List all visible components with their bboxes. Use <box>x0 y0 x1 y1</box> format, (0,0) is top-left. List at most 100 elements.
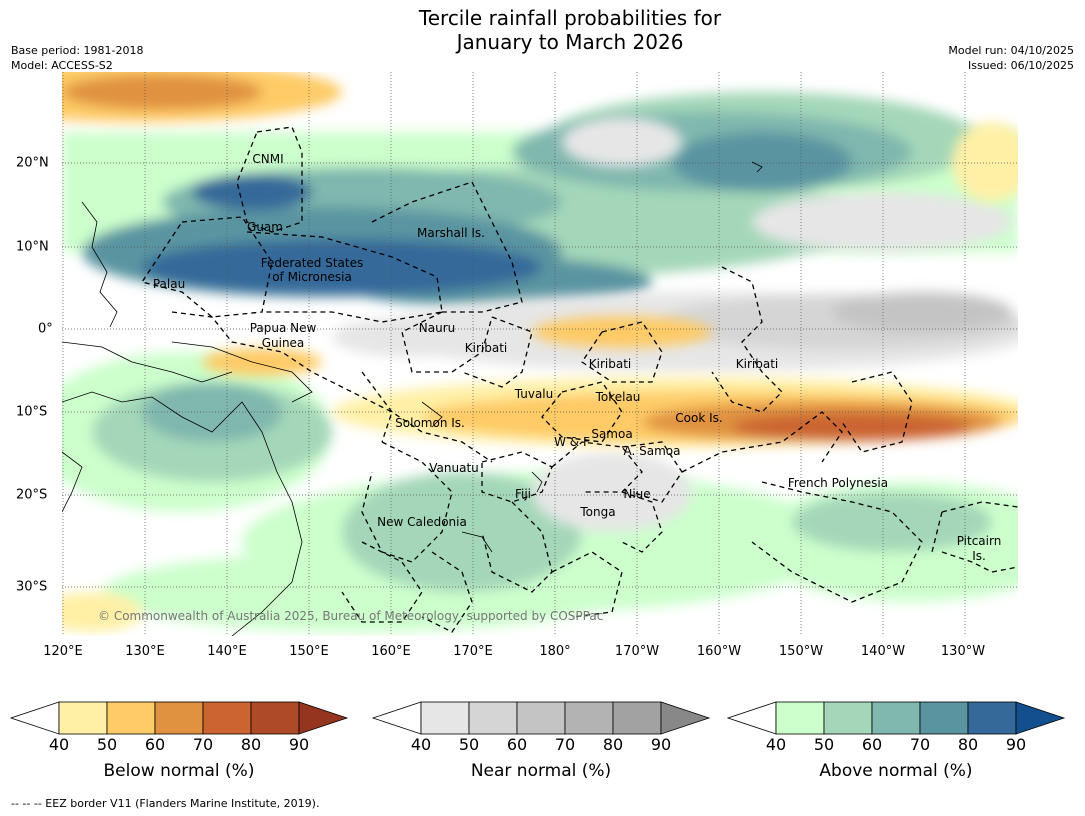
lon-label-130e: 130°E <box>125 644 165 659</box>
colorbar-swatch <box>919 701 969 735</box>
base-period: Base period: 1981-2018 <box>11 44 144 57</box>
place-label-solomon: Solomon Is. <box>395 416 465 430</box>
lon-label-150e: 150°E <box>289 644 329 659</box>
colorbar-swatch <box>967 701 1017 735</box>
title-line-1: Tercile rainfall probabilities for <box>418 6 722 30</box>
cb-above-tick: 90 <box>1005 735 1027 754</box>
colorbar-swatch <box>823 701 873 735</box>
coastlines <box>62 161 763 636</box>
cb-near-tick: 40 <box>410 735 432 754</box>
place-label-cnmi: CNMI <box>252 152 284 166</box>
place-label-png-1: Papua New <box>249 321 317 335</box>
lon-label-170e: 170°E <box>453 644 493 659</box>
eez-footnote: -- -- -- EEZ border V11 (Flanders Marine… <box>11 797 320 810</box>
cb-above-tick: 60 <box>861 735 883 754</box>
lat-label-20s: 20°S <box>16 487 48 503</box>
place-label-pitcairn-1: Pitcairn <box>956 534 1002 548</box>
lon-label-150w: 150°W <box>778 644 824 659</box>
place-label-american-samoa: A. Samoa <box>623 444 681 458</box>
place-label-vanuatu: Vanuatu <box>429 461 479 475</box>
place-label-wallis-futuna: W & F <box>554 435 590 449</box>
title-line-2: January to March 2026 <box>456 30 684 54</box>
place-label-png-2: Guinea <box>261 336 305 350</box>
colorbar-swatch <box>516 701 566 735</box>
cb-near-tick: 60 <box>506 735 528 754</box>
issued-date: Issued: 06/10/2025 <box>967 59 1074 72</box>
place-label-kiribati-east: Kiribati <box>735 357 779 371</box>
cb-near-tick: 80 <box>602 735 624 754</box>
lon-label-180: 180° <box>539 644 571 659</box>
place-label-kiribati-west: Kiribati <box>464 341 508 355</box>
cb-below-tick: 80 <box>240 735 262 754</box>
lat-label-0: 0° <box>38 321 53 337</box>
place-label-fiji: Fiji <box>514 487 532 501</box>
probability-map <box>62 72 1018 636</box>
place-label-guam: Guam <box>247 220 283 234</box>
place-label-kiribati-central: Kiribati <box>588 357 632 371</box>
lon-label-160e: 160°E <box>371 644 411 659</box>
colorbar-swatch <box>564 701 614 735</box>
colorbar-extend-low <box>727 701 777 735</box>
colorbar-swatch <box>106 701 156 735</box>
map-title: Tercile rainfall probabilities for Janua… <box>0 6 1085 54</box>
map-canvas <box>62 72 1018 636</box>
lon-label-140w: 140°W <box>860 644 906 659</box>
below-normal-fields <box>62 72 1018 632</box>
cb-below-tick: 60 <box>144 735 166 754</box>
colorbar-extend-low <box>10 701 60 735</box>
lat-label-20n: 20°N <box>16 155 49 171</box>
colorbar-above-normal <box>727 701 1067 735</box>
place-label-marshall: Marshall Is. <box>417 226 485 240</box>
colorbar-swatch <box>612 701 662 735</box>
colorbar-near-title: Near normal (%) <box>470 761 612 781</box>
place-label-fsm-1: Federated States <box>260 256 364 270</box>
place-label-new-caledonia: New Caledonia <box>377 515 467 529</box>
colorbar-extend-high <box>1015 701 1066 735</box>
cb-above-tick: 50 <box>813 735 835 754</box>
cb-near-tick: 90 <box>650 735 672 754</box>
cb-above-tick: 70 <box>909 735 931 754</box>
lat-label-30s: 30°S <box>16 579 48 595</box>
meta-left: Base period: 1981-2018 Model: ACCESS-S2 <box>11 43 143 73</box>
place-label-fsm-2: of Micronesia <box>272 270 352 284</box>
lon-label-120e: 120°E <box>43 644 83 659</box>
colorbar-swatch <box>775 701 825 735</box>
colorbar-below-title: Below normal (%) <box>103 761 255 781</box>
cb-above-tick: 80 <box>957 735 979 754</box>
copyright-notice: © Commonwealth of Australia 2025, Bureau… <box>98 609 604 623</box>
cb-above-tick: 40 <box>765 735 787 754</box>
place-label-pitcairn-2: Is. <box>972 549 986 563</box>
model-name: Model: ACCESS-S2 <box>11 59 113 72</box>
colorbar-near-normal <box>372 701 712 735</box>
cb-below-tick: 50 <box>96 735 118 754</box>
colorbar-extend-high <box>660 701 711 735</box>
colorbar-near-swatches <box>372 701 711 735</box>
place-label-french-polynesia: French Polynesia <box>787 476 889 490</box>
colorbar-below-swatches <box>10 701 349 735</box>
colorbar-swatch <box>250 701 300 735</box>
colorbar-swatch <box>154 701 204 735</box>
cb-near-tick: 50 <box>458 735 480 754</box>
meta-right: Model run: 04/10/2025 Issued: 06/10/2025 <box>948 43 1074 73</box>
colorbar-swatch <box>871 701 921 735</box>
colorbar-above-title: Above normal (%) <box>819 761 973 781</box>
colorbar-extend-low <box>372 701 422 735</box>
colorbar-extend-high <box>298 701 349 735</box>
place-label-nauru: Nauru <box>418 321 456 335</box>
above-normal-fields <box>62 92 1018 632</box>
lon-label-160w: 160°W <box>696 644 742 659</box>
cb-below-tick: 70 <box>192 735 214 754</box>
place-label-tokelau: Tokelau <box>595 390 641 404</box>
place-label-cook-islands: Cook Is. <box>675 411 723 425</box>
lon-label-170w: 170°W <box>614 644 660 659</box>
cb-below-tick: 90 <box>288 735 310 754</box>
colorbar-swatch <box>202 701 252 735</box>
place-label-tonga: Tonga <box>580 505 616 519</box>
place-label-tuvalu: Tuvalu <box>514 387 554 401</box>
cb-below-tick: 40 <box>48 735 70 754</box>
colorbar-swatch <box>420 701 470 735</box>
lon-label-140e: 140°E <box>207 644 247 659</box>
eez-borders <box>140 126 1018 633</box>
colorbar-above-swatches <box>727 701 1066 735</box>
lon-label-130w: 130°W <box>940 644 986 659</box>
